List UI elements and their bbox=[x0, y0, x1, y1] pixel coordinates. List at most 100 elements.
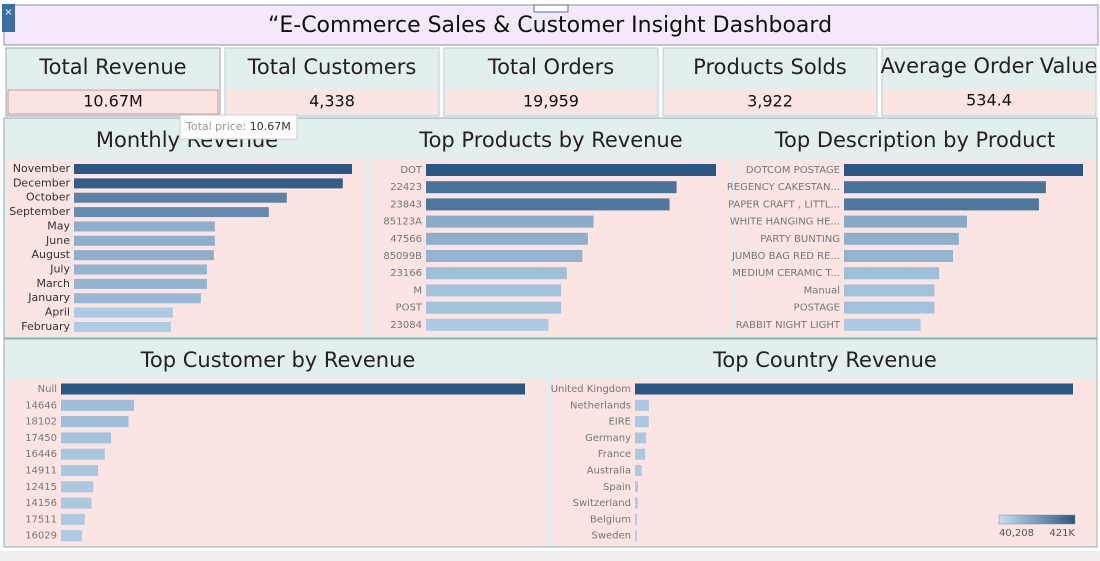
bar bbox=[426, 181, 677, 194]
bar-label: POST bbox=[396, 303, 423, 314]
bar-label: Manual bbox=[804, 285, 840, 296]
bar bbox=[61, 481, 94, 493]
bar bbox=[426, 318, 549, 331]
bar bbox=[844, 250, 954, 262]
bar-label: PAPER CRAFT , LITTL... bbox=[728, 199, 840, 210]
kpi-label: Total Orders bbox=[487, 55, 614, 79]
bar bbox=[844, 198, 1039, 211]
bar bbox=[74, 164, 352, 174]
bar bbox=[74, 278, 207, 289]
bar-label: POSTAGE bbox=[794, 303, 840, 314]
bar bbox=[74, 321, 171, 332]
bar-label: March bbox=[36, 277, 70, 290]
bar-label: M bbox=[413, 285, 422, 296]
bar-label: Sweden bbox=[591, 531, 631, 542]
drag-handle[interactable] bbox=[533, 4, 569, 13]
kpi-value-box bbox=[665, 90, 875, 114]
bar-label: Germany bbox=[585, 433, 631, 444]
tooltip: Total price: 10.67M bbox=[179, 114, 298, 140]
chart-area bbox=[8, 160, 366, 336]
scroll-bar[interactable] bbox=[0, 551, 1100, 561]
bar-label: 23843 bbox=[390, 199, 422, 210]
bar bbox=[74, 307, 173, 318]
legend-min: 40,208 bbox=[999, 528, 1034, 539]
bar bbox=[61, 383, 525, 395]
bar-label: 47566 bbox=[390, 234, 422, 245]
bar bbox=[844, 181, 1046, 194]
bar bbox=[844, 318, 921, 331]
bar-label: February bbox=[21, 320, 70, 333]
bar-label: EIRE bbox=[608, 417, 631, 428]
chart-title: Top Customer by Revenue bbox=[140, 348, 416, 372]
bar bbox=[426, 267, 567, 280]
bar bbox=[61, 416, 129, 428]
bar-label: Netherlands bbox=[570, 400, 631, 411]
bar-label: DOT bbox=[400, 165, 423, 176]
menu-icon[interactable] bbox=[2, 4, 15, 32]
bar-label: REGENCY CAKESTAN... bbox=[727, 182, 840, 193]
bar-label: 85099B bbox=[383, 251, 422, 262]
bar-label: 14911 bbox=[25, 466, 57, 477]
close-icon[interactable]: × bbox=[4, 7, 12, 18]
bar bbox=[61, 530, 83, 542]
chart-title: Top Description by Product bbox=[774, 128, 1056, 152]
bar-label: PARTY BUNTING bbox=[760, 234, 840, 245]
bar-label: 16446 bbox=[25, 449, 57, 460]
bar bbox=[74, 293, 201, 304]
bar-label: 12415 bbox=[25, 482, 57, 493]
bar bbox=[844, 164, 1083, 176]
bar bbox=[635, 399, 649, 411]
bar-label: October bbox=[26, 191, 70, 204]
bar-label: 14156 bbox=[25, 498, 57, 509]
bar-label: Spain bbox=[603, 482, 631, 493]
bar-label: August bbox=[32, 248, 71, 261]
bar bbox=[74, 264, 207, 275]
kpi-label: Total Revenue bbox=[38, 55, 186, 79]
kpi-value-box bbox=[884, 90, 1094, 114]
bar-label: 23084 bbox=[390, 320, 422, 331]
bar bbox=[61, 399, 134, 411]
kpi-value: 19,959 bbox=[523, 92, 579, 111]
bar bbox=[61, 497, 92, 509]
bar-label: January bbox=[27, 291, 70, 304]
bar bbox=[426, 250, 583, 262]
bar-label: 16029 bbox=[25, 531, 57, 542]
bar bbox=[844, 267, 940, 280]
bar-label: July bbox=[49, 263, 70, 276]
bar-label: RABBIT NIGHT LIGHT bbox=[736, 320, 841, 331]
bar bbox=[426, 198, 670, 211]
bar bbox=[426, 232, 588, 245]
bar bbox=[61, 432, 112, 444]
bar bbox=[74, 221, 215, 232]
bar-label: May bbox=[47, 219, 70, 232]
bar bbox=[635, 432, 647, 444]
bar bbox=[635, 497, 638, 509]
tooltip-label: Total price: 10.67M bbox=[185, 120, 291, 133]
bar-label: 17450 bbox=[25, 433, 57, 444]
kpi-value: 534.4 bbox=[966, 91, 1012, 110]
bar-label: United Kingdom bbox=[551, 384, 631, 395]
kpi-label: Average Order Value bbox=[881, 54, 1098, 78]
kpi-label: Products Solds bbox=[693, 55, 847, 79]
tooltip-value: 10.67M bbox=[250, 120, 291, 133]
bar-label: WHITE HANGING HE... bbox=[730, 217, 840, 228]
bar bbox=[635, 383, 1073, 395]
color-legend bbox=[998, 514, 1076, 525]
bar bbox=[635, 481, 638, 493]
bar-label: DOTCOM POSTAGE bbox=[746, 165, 840, 176]
bar bbox=[61, 465, 99, 476]
kpi-value: 10.67M bbox=[83, 92, 143, 111]
bar bbox=[844, 215, 967, 228]
dashboard-title: “E-Commerce Sales & Customer Insight Das… bbox=[268, 13, 832, 38]
bar-label: Null bbox=[38, 384, 57, 395]
bar bbox=[61, 513, 85, 525]
kpi-value-box bbox=[446, 90, 656, 114]
bar-label: Australia bbox=[587, 466, 631, 477]
kpi-value: 4,338 bbox=[309, 92, 355, 111]
bar bbox=[635, 513, 637, 525]
kpi-value-box bbox=[227, 90, 437, 114]
bar bbox=[61, 448, 105, 460]
bar bbox=[74, 235, 215, 246]
bar bbox=[635, 416, 649, 428]
